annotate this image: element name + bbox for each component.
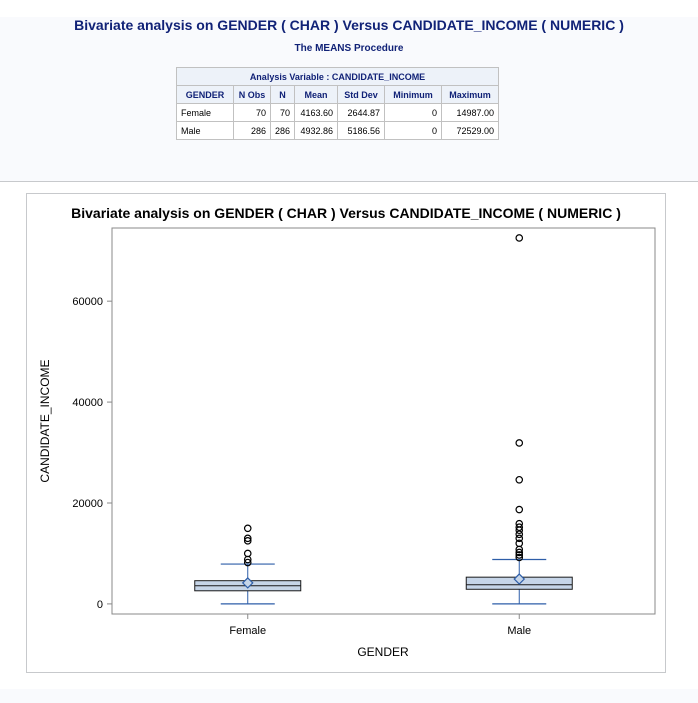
- outlier-point: [515, 234, 524, 242]
- table-caption: Analysis Variable : CANDIDATE_INCOME: [175, 67, 500, 86]
- footer-band: [0, 689, 698, 703]
- means-table: Analysis Variable : CANDIDATE_INCOME GEN…: [175, 67, 500, 140]
- box-plot-frame: Bivariate analysis on GENDER ( CHAR ) Ve…: [26, 193, 666, 673]
- plot-area: [111, 227, 656, 615]
- section-divider: [0, 181, 698, 182]
- table-cell: 14987.00: [441, 103, 500, 122]
- y-tick-label: 0: [97, 599, 103, 611]
- x-axis-label: GENDER: [357, 645, 409, 659]
- y-axis: 0 20000 40000 60000: [72, 296, 112, 611]
- table-caption-row: Analysis Variable : CANDIDATE_INCOME: [175, 67, 500, 86]
- table-cell: 286: [269, 121, 296, 140]
- table-cell: 5186.56: [337, 121, 386, 140]
- y-tick-label: 40000: [72, 397, 103, 409]
- col-header-mean: Mean: [294, 85, 339, 104]
- outlier-point: [515, 505, 524, 514]
- table-cell: 286: [233, 121, 271, 140]
- outlier-point: [243, 558, 252, 567]
- box-plot-chart: Bivariate analysis on GENDER ( CHAR ) Ve…: [38, 205, 656, 659]
- box-series: [194, 234, 573, 605]
- outlier-point: [515, 519, 524, 528]
- x-tick-label: Female: [229, 625, 266, 637]
- y-axis-label: CANDIDATE_INCOME: [38, 359, 52, 482]
- outlier-point: [515, 553, 524, 562]
- table-row: Female 70 70 4163.60 2644.87 0 14987.00: [176, 103, 500, 122]
- outlier-point: [243, 524, 252, 533]
- box-male: [465, 234, 573, 605]
- outlier-point: [515, 439, 524, 447]
- outlier-point: [515, 523, 524, 532]
- outlier-point: [515, 539, 524, 548]
- col-header-gender: GENDER: [176, 85, 234, 104]
- chart-title: Bivariate analysis on GENDER ( CHAR ) Ve…: [71, 205, 621, 221]
- report-title: Bivariate analysis on GENDER ( CHAR ) Ve…: [74, 17, 624, 33]
- table-cell: 0: [384, 103, 443, 122]
- outlier-point: [515, 548, 524, 557]
- col-header-nobs: N Obs: [233, 85, 271, 104]
- outlier-point: [515, 551, 524, 559]
- table-cell: 4932.86: [294, 121, 339, 140]
- table-row: Male 286 286 4932.86 5186.56 0 72529.00: [176, 121, 500, 140]
- outlier-point: [515, 475, 524, 484]
- table-cell: 70: [233, 103, 271, 122]
- y-tick-label: 60000: [72, 296, 103, 308]
- table-header-row: GENDER N Obs N Mean Std Dev Minimum Maxi…: [176, 85, 500, 104]
- outlier-point: [243, 534, 252, 543]
- mean-marker: [513, 573, 526, 585]
- y-tick-label: 20000: [72, 498, 103, 510]
- x-tick-label: Male: [507, 625, 531, 637]
- table-cell: 4163.60: [294, 103, 339, 122]
- table-cell: 0: [384, 121, 443, 140]
- table-cell: 72529.00: [441, 121, 500, 140]
- col-header-n: N: [269, 85, 296, 104]
- x-axis: Female Male: [229, 614, 531, 637]
- col-header-maximum: Maximum: [441, 85, 500, 104]
- outlier-point: [515, 534, 524, 543]
- mean-marker: [241, 577, 254, 589]
- table-cell: Female: [176, 103, 234, 122]
- box-female: [194, 524, 302, 605]
- table-cell: 2644.87: [337, 103, 386, 122]
- col-header-minimum: Minimum: [384, 85, 443, 104]
- outlier-point: [243, 549, 252, 558]
- outlier-point: [243, 537, 252, 545]
- col-header-stddev: Std Dev: [337, 85, 386, 104]
- procedure-title: The MEANS Procedure: [294, 43, 404, 54]
- table-cell: Male: [176, 121, 234, 140]
- outlier-point: [515, 530, 524, 539]
- table-cell: 70: [269, 103, 296, 122]
